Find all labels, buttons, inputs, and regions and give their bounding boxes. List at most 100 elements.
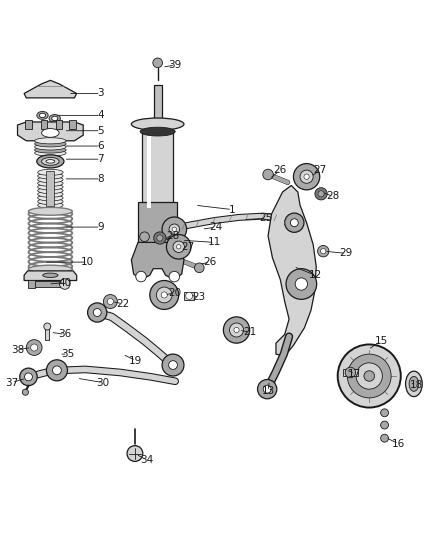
Circle shape [381,434,389,442]
Circle shape [295,278,307,290]
Text: 18: 18 [410,379,423,390]
Ellipse shape [131,118,184,130]
Ellipse shape [37,155,64,168]
Circle shape [31,344,38,351]
Circle shape [88,303,107,322]
Text: 20: 20 [169,288,182,298]
Bar [40,120,47,128]
Circle shape [169,271,180,282]
Text: 26: 26 [204,257,217,267]
Circle shape [162,217,187,241]
Circle shape [318,246,329,257]
Ellipse shape [38,173,63,179]
Ellipse shape [38,195,63,201]
Circle shape [263,385,271,393]
Ellipse shape [28,207,72,215]
Circle shape [173,241,184,253]
Circle shape [318,191,324,197]
Circle shape [356,363,382,389]
Circle shape [285,213,304,232]
Circle shape [290,219,298,227]
Bar [154,85,162,124]
Bar [184,292,194,300]
Circle shape [321,248,326,254]
Bar [147,132,151,208]
Ellipse shape [38,202,63,208]
Circle shape [258,379,277,399]
Text: 36: 36 [58,329,71,340]
Circle shape [381,421,389,429]
Text: 1: 1 [229,205,236,215]
Circle shape [153,58,162,68]
Circle shape [20,368,37,386]
Text: 15: 15 [374,336,388,346]
Circle shape [315,188,327,200]
Bar [45,327,49,340]
Ellipse shape [38,188,63,193]
Bar [142,132,173,208]
Text: 37: 37 [5,377,18,387]
Text: 22: 22 [116,298,129,309]
Ellipse shape [37,111,48,119]
Circle shape [172,227,177,231]
Bar [343,368,358,376]
Circle shape [177,245,181,249]
Bar [56,120,63,128]
Ellipse shape [409,376,419,391]
Circle shape [107,298,113,304]
Text: 11: 11 [208,237,221,247]
Bar [69,120,75,128]
Ellipse shape [35,150,66,156]
Bar [30,281,63,287]
Text: 13: 13 [261,386,275,397]
Circle shape [286,269,317,300]
Circle shape [300,170,313,183]
Ellipse shape [46,159,55,163]
Text: 28: 28 [326,191,339,201]
Text: 25: 25 [260,213,273,223]
Circle shape [22,389,28,395]
Text: 39: 39 [169,60,182,70]
Polygon shape [24,271,77,280]
Text: 40: 40 [58,278,71,288]
Circle shape [364,371,374,381]
Circle shape [186,292,193,300]
Ellipse shape [38,184,63,190]
Ellipse shape [38,169,63,175]
Text: 12: 12 [309,270,322,280]
Text: 9: 9 [97,222,104,232]
Text: 6: 6 [97,141,104,151]
Bar [25,120,32,128]
Circle shape [347,354,391,398]
Circle shape [161,292,167,298]
Circle shape [60,279,70,289]
Circle shape [157,235,163,241]
Text: 27: 27 [313,165,326,175]
Circle shape [46,360,67,381]
Ellipse shape [406,371,422,397]
Text: 29: 29 [339,248,353,259]
Ellipse shape [39,113,46,118]
Polygon shape [268,185,316,356]
Circle shape [345,367,356,378]
Text: 27: 27 [182,242,195,252]
Text: 7: 7 [97,154,104,164]
Text: 10: 10 [81,257,94,267]
Ellipse shape [35,138,66,144]
Text: 34: 34 [140,455,153,465]
Circle shape [234,327,239,333]
Text: 21: 21 [243,327,256,337]
Circle shape [230,323,244,337]
Circle shape [93,309,101,317]
Circle shape [140,232,149,241]
Ellipse shape [35,147,66,153]
Circle shape [381,409,389,417]
Text: 4: 4 [97,110,104,120]
Circle shape [103,295,117,309]
Text: 24: 24 [209,222,223,232]
Text: 19: 19 [129,356,142,366]
Circle shape [44,323,51,330]
Bar [138,202,177,244]
Text: 26: 26 [274,165,287,175]
Ellipse shape [42,157,59,165]
